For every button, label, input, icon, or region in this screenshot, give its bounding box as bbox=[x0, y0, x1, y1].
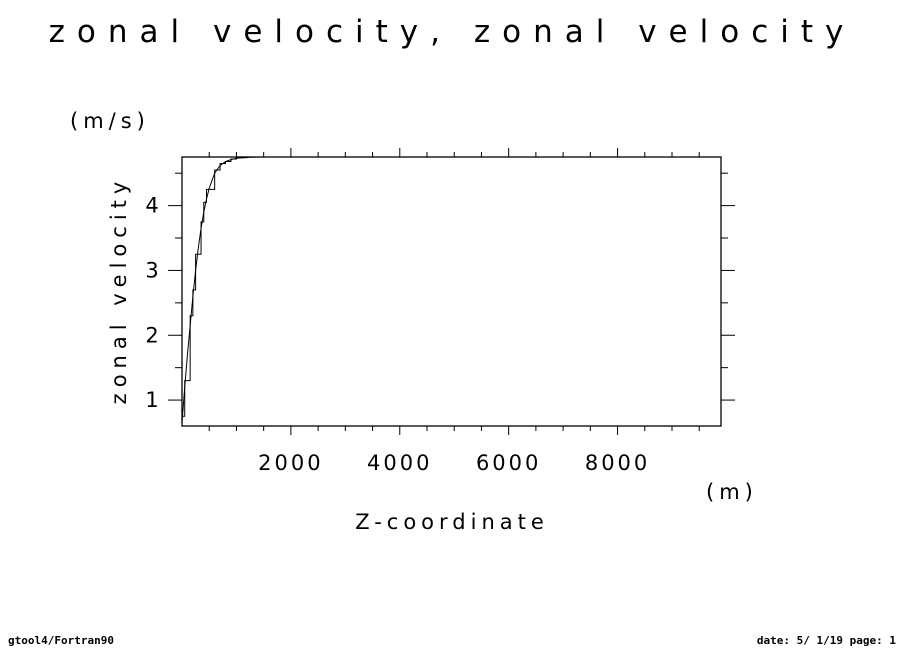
y-tick-label: 4 bbox=[145, 194, 158, 218]
x-axis-unit: (m) bbox=[706, 480, 758, 504]
x-axis-label: Z-coordinate bbox=[355, 510, 549, 534]
x-tick-label: 6000 bbox=[476, 451, 541, 475]
plot-axes bbox=[181, 156, 722, 427]
chart-title: zonal velocity, zonal velocity bbox=[48, 14, 856, 50]
y-axis-unit: (m/s) bbox=[70, 109, 150, 133]
y-tick-label: 2 bbox=[145, 323, 158, 347]
y-axis-label: zonal velocity bbox=[107, 176, 131, 405]
axis-ticks bbox=[168, 148, 735, 435]
series-line-1 bbox=[181, 156, 291, 423]
footer-left-label: gtool4/Fortran90 bbox=[8, 634, 114, 647]
footer-right-label: date: 5/ 1/19 page: 1 bbox=[756, 634, 896, 647]
tick-labels: 2000 4000 6000 8000 1 2 3 4 bbox=[145, 194, 650, 475]
y-tick-label: 3 bbox=[145, 258, 158, 282]
y-tick-label: 1 bbox=[145, 388, 158, 412]
x-tick-label: 4000 bbox=[367, 451, 432, 475]
plot-frame bbox=[181, 156, 722, 427]
x-tick-label: 8000 bbox=[585, 451, 650, 475]
x-tick-label: 2000 bbox=[258, 451, 323, 475]
series-line-2 bbox=[182, 156, 291, 417]
series-group bbox=[181, 156, 291, 423]
